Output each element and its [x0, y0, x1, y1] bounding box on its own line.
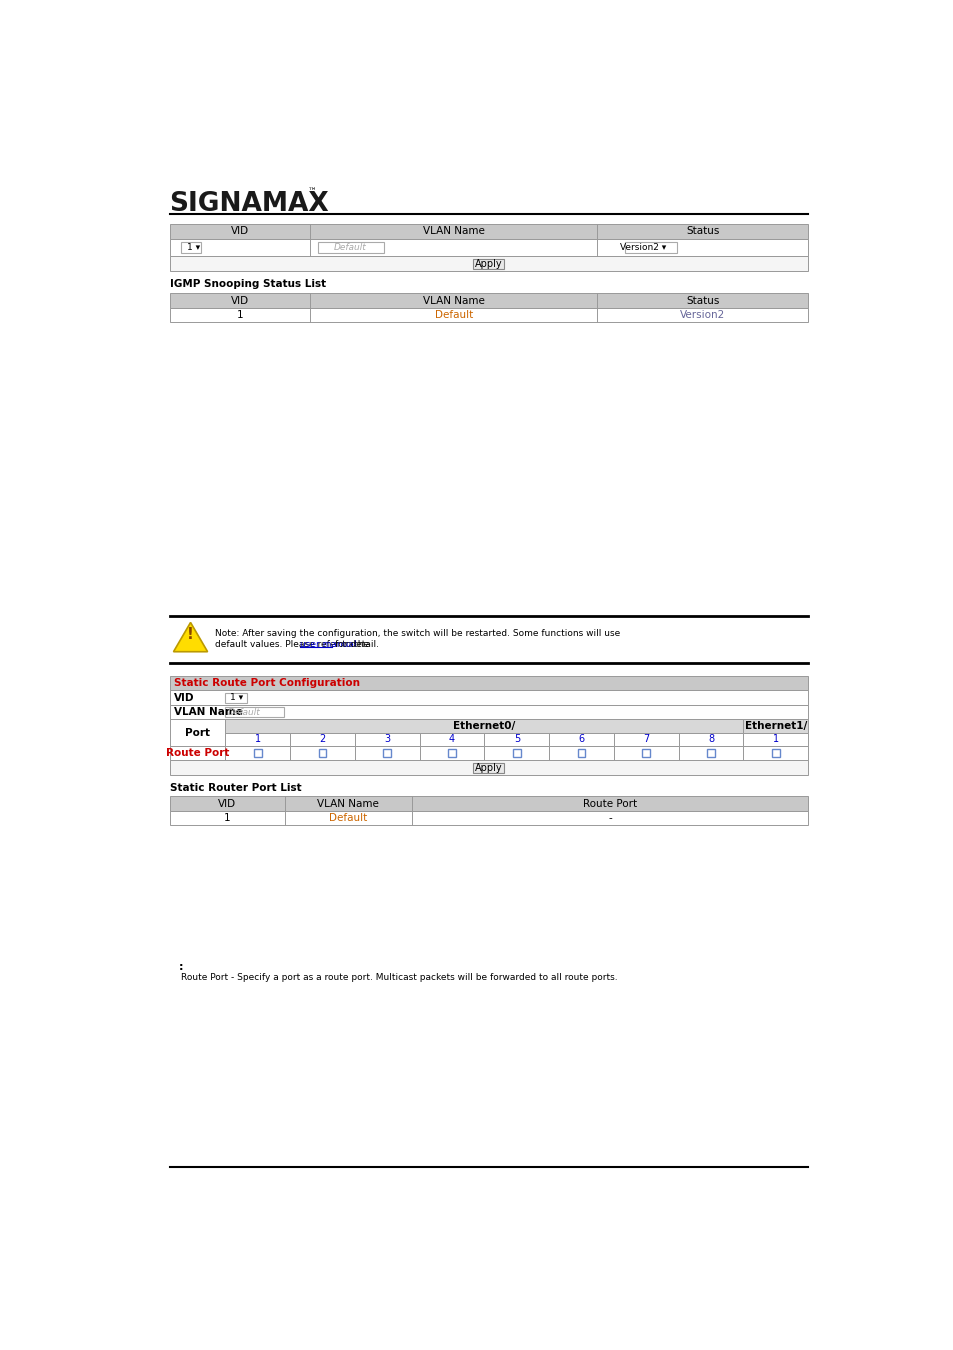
Bar [290, 733, 355, 745]
Bar [225, 693, 247, 702]
Text: VLAN Name: VLAN Name [422, 296, 484, 305]
Bar [170, 705, 807, 720]
Bar [225, 733, 290, 745]
Bar [614, 733, 678, 745]
Text: VID: VID [218, 799, 236, 809]
Bar [225, 720, 742, 733]
Text: Route Port: Route Port [582, 799, 637, 809]
Bar [513, 749, 520, 757]
Text: Note: After saving the configuration, the switch will be restarted. Some functio: Note: After saving the configuration, th… [214, 629, 619, 637]
Text: Default: Default [334, 243, 366, 252]
Text: Static Router Port List: Static Router Port List [170, 783, 301, 792]
Text: 8: 8 [707, 734, 714, 744]
Polygon shape [173, 622, 208, 652]
Bar [170, 760, 807, 775]
Bar [225, 745, 290, 760]
Text: default values. Please refer to the: default values. Please refer to the [214, 640, 371, 648]
Text: 3: 3 [384, 734, 390, 744]
Bar [181, 242, 201, 252]
Text: Ethernet0/: Ethernet0/ [453, 721, 515, 732]
Bar [641, 749, 650, 757]
Text: Default: Default [435, 310, 473, 320]
Bar [614, 745, 678, 760]
Bar [484, 745, 549, 760]
Text: VID: VID [174, 693, 194, 702]
Bar [170, 745, 225, 760]
Text: Apply: Apply [475, 763, 502, 772]
Text: IGMP Snooping Status List: IGMP Snooping Status List [170, 279, 325, 289]
Bar [225, 707, 283, 717]
Bar [317, 242, 383, 252]
Bar [549, 733, 614, 745]
Text: :: : [179, 961, 183, 972]
Text: 5: 5 [513, 734, 519, 744]
Text: for detail.: for detail. [335, 640, 379, 648]
Text: Default: Default [228, 707, 260, 717]
Text: Version2 ▾: Version2 ▾ [619, 243, 665, 252]
Bar [170, 293, 807, 308]
Text: 7: 7 [642, 734, 649, 744]
Text: Status: Status [685, 227, 719, 236]
Text: Apply: Apply [475, 259, 502, 269]
Bar [448, 749, 456, 757]
Text: VLAN Name: VLAN Name [317, 799, 379, 809]
Bar [170, 676, 807, 690]
Text: 1: 1 [254, 734, 260, 744]
Bar [742, 745, 807, 760]
Text: Route Port - Specify a port as a route port. Multicast packets will be forwarded: Route Port - Specify a port as a route p… [181, 973, 618, 981]
Text: -: - [608, 813, 612, 823]
Bar [771, 749, 779, 757]
Text: 1: 1 [224, 813, 231, 823]
Text: VID: VID [231, 227, 249, 236]
Text: Status: Status [685, 296, 719, 305]
Bar [170, 811, 807, 825]
Bar [170, 256, 807, 271]
Bar [170, 239, 807, 256]
Bar [383, 749, 391, 757]
Bar [170, 308, 807, 323]
Text: 1: 1 [772, 734, 778, 744]
Bar [473, 259, 504, 269]
Bar [419, 733, 484, 745]
Text: VID: VID [231, 296, 249, 305]
Bar [170, 720, 225, 745]
Bar [253, 749, 261, 757]
Text: Default: Default [329, 813, 367, 823]
Bar [419, 745, 484, 760]
Text: 1: 1 [236, 310, 243, 320]
Bar [170, 690, 807, 705]
Text: VLAN Name: VLAN Name [174, 707, 243, 717]
Bar [706, 749, 714, 757]
Text: user manual: user manual [299, 640, 356, 648]
Text: Version2: Version2 [679, 310, 724, 320]
Text: 1 ▾: 1 ▾ [187, 243, 199, 252]
Bar [678, 733, 742, 745]
Bar [742, 733, 807, 745]
Bar [549, 745, 614, 760]
Bar [742, 720, 807, 733]
Text: SIGNAMAX: SIGNAMAX [170, 192, 329, 217]
Bar [484, 733, 549, 745]
Text: Route Port: Route Port [166, 748, 229, 757]
Text: ™: ™ [307, 186, 316, 196]
Bar [355, 745, 419, 760]
Text: VLAN Name: VLAN Name [422, 227, 484, 236]
Text: 4: 4 [449, 734, 455, 744]
Text: Ethernet1/: Ethernet1/ [744, 721, 806, 732]
Bar [355, 733, 419, 745]
Text: 2: 2 [319, 734, 325, 744]
Text: Static Route Port Configuration: Static Route Port Configuration [174, 678, 360, 688]
Text: Port: Port [185, 728, 210, 737]
Text: 1 ▾: 1 ▾ [230, 693, 243, 702]
Bar [678, 745, 742, 760]
Bar [170, 796, 807, 811]
Bar [290, 745, 355, 760]
Bar [578, 749, 585, 757]
Bar [473, 763, 504, 772]
Bar [624, 242, 677, 252]
Text: !: ! [187, 626, 193, 643]
Text: 6: 6 [578, 734, 584, 744]
Bar [318, 749, 326, 757]
Bar [170, 224, 807, 239]
